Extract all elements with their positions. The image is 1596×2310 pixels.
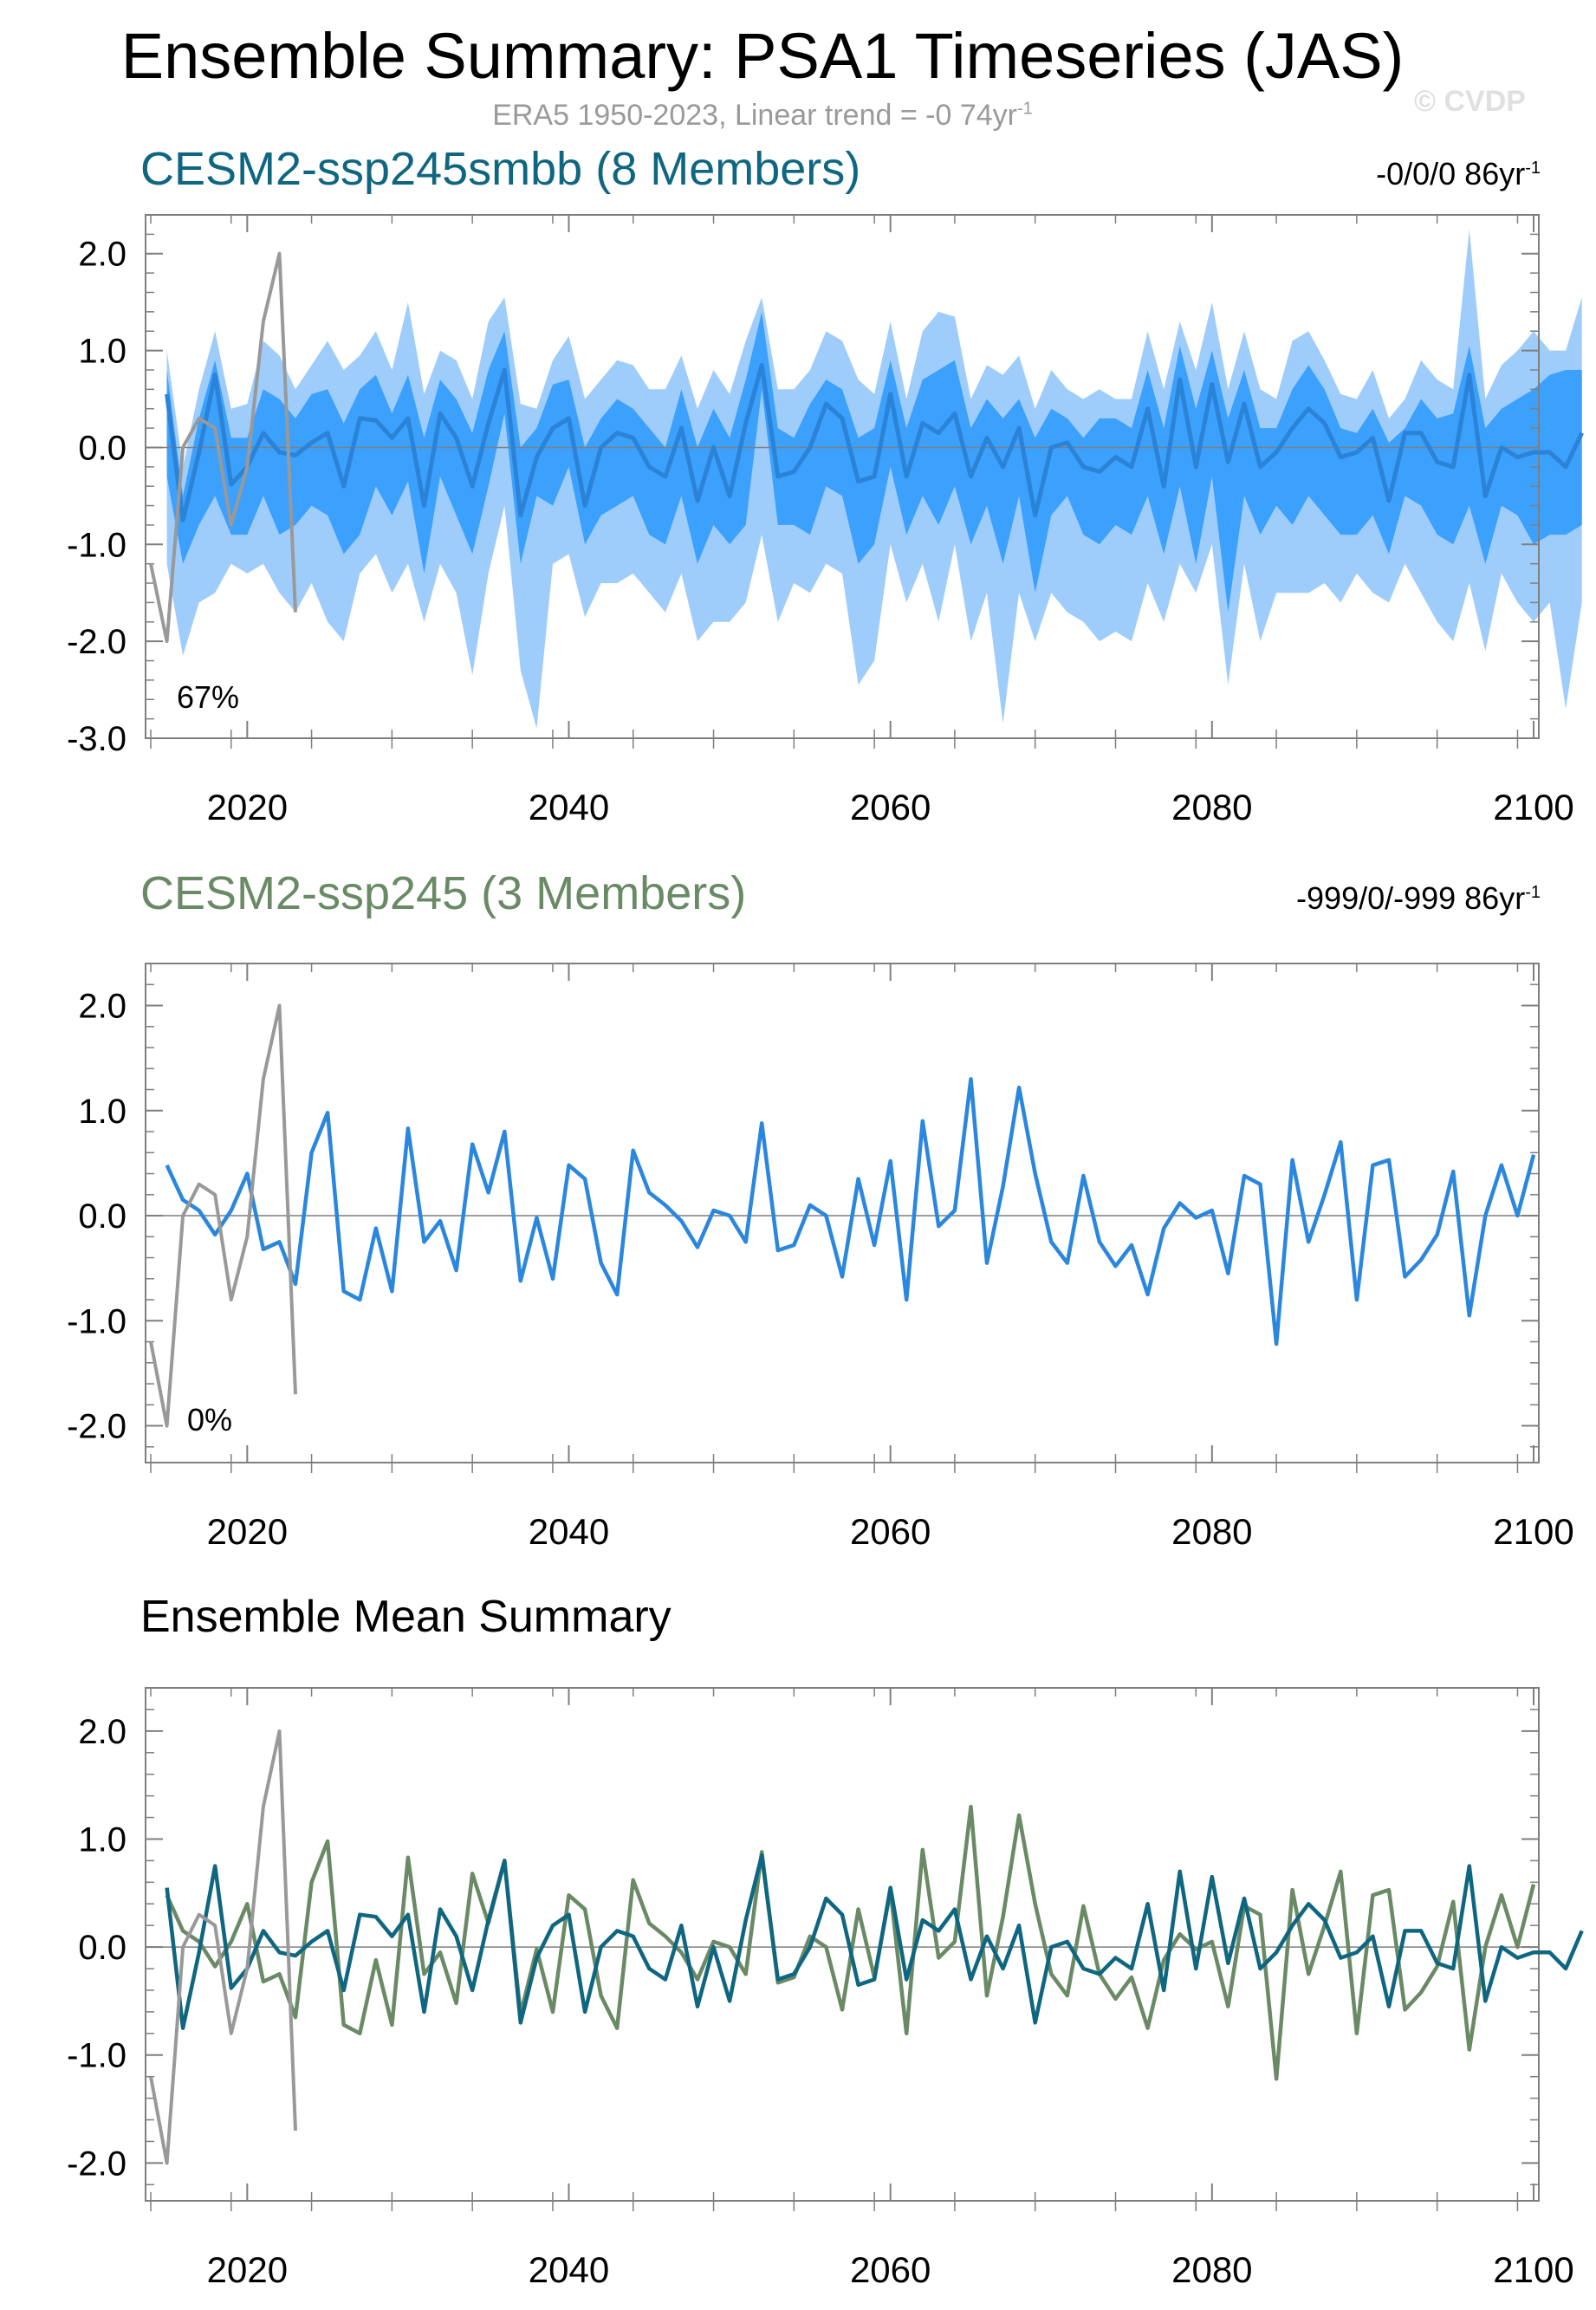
xtick-label: 2060 xyxy=(850,787,931,827)
xtick-label: 2060 xyxy=(850,2249,931,2290)
xtick-label: 2080 xyxy=(1171,2249,1252,2290)
line-observed xyxy=(149,1729,297,2165)
xtick-label: 2080 xyxy=(1171,1511,1252,1552)
panel-2-trend: -999/0/-999 86yr-1 xyxy=(1296,880,1541,917)
band-interquartile xyxy=(166,311,1582,613)
panel-3-title: Ensemble Mean Summary xyxy=(140,1592,671,1642)
ytick-label: 1.0 xyxy=(78,333,127,371)
cvdp-watermark: © CVDP xyxy=(1414,85,1526,118)
panel-2-title: CESM2-ssp245 (3 Members) xyxy=(140,867,747,919)
xtick-label: 2040 xyxy=(529,787,609,827)
panel-2-trend-text: -999/0/-999 86yr xyxy=(1296,880,1526,916)
panel-2-trend-sup: -1 xyxy=(1525,883,1541,902)
ytick-label: 1.0 xyxy=(78,1093,127,1131)
line-ensemble-mean xyxy=(165,362,1584,522)
panel-3-chart: 2.0 1.0 0.0 -1.0 -2.0 2020 2040 2060 2080 2100 xyxy=(67,1687,1584,2290)
plot-frame xyxy=(145,963,1540,1463)
panel-1-trend-text: -0/0/0 86yr xyxy=(1376,156,1526,191)
panel-1-trend: -0/0/0 86yr-1 xyxy=(1376,156,1541,192)
ytick-label: -1.0 xyxy=(67,1302,127,1340)
ytick-label: -2.0 xyxy=(67,1408,127,1446)
panel-1-percent: 67% xyxy=(177,679,240,715)
figure-title: Ensemble Summary: PSA1 Timeseries (JAS) xyxy=(120,20,1405,92)
ytick-label: 0.0 xyxy=(78,1929,127,1967)
xtick-label: 2040 xyxy=(529,2249,609,2290)
xtick-label: 2020 xyxy=(207,1511,288,1552)
line-smbb-mean xyxy=(165,1853,1584,2030)
subtitle-sup: -1 xyxy=(1016,99,1033,119)
xtick-label: 2100 xyxy=(1493,2249,1573,2290)
xtick-label: 2060 xyxy=(850,1511,931,1552)
subtitle-text: ERA5 1950-2023, Linear trend = -0 74yr xyxy=(492,99,1017,132)
ytick-label: -1.0 xyxy=(67,2037,127,2075)
xtick-label: 2020 xyxy=(207,2249,288,2290)
line-observed xyxy=(149,251,297,644)
line-ssp245-mean xyxy=(165,1804,1536,2081)
ytick-label: -2.0 xyxy=(67,2145,127,2183)
xtick-label: 2020 xyxy=(207,787,288,827)
panel-1-chart: 2.0 1.0 0.0 -1.0 -2.0 -3.0 2020 2040 2060 2080 210… xyxy=(67,214,1584,827)
figure-subtitle: ERA5 1950-2023, Linear trend = -0 74yr-1 xyxy=(0,99,1525,133)
xtick-label: 2100 xyxy=(1493,787,1573,827)
ytick-label: 2.0 xyxy=(78,988,127,1026)
ytick-label: 2.0 xyxy=(78,1713,127,1751)
ytick-label: -1.0 xyxy=(67,526,127,564)
panel-1-title: CESM2-ssp245smbb (8 Members) xyxy=(140,143,861,195)
ytick-label: 0.0 xyxy=(78,1197,127,1236)
plot-frame xyxy=(145,214,1540,739)
line-ensemble-member xyxy=(165,1077,1536,1346)
ytick-label: 1.0 xyxy=(78,1820,127,1859)
xtick-label: 2040 xyxy=(529,1511,609,1552)
xtick-label: 2080 xyxy=(1171,787,1252,827)
ytick-label: -2.0 xyxy=(67,623,127,661)
ytick-label: 2.0 xyxy=(78,236,127,274)
ytick-label: 0.0 xyxy=(78,429,127,467)
xtick-label: 2100 xyxy=(1493,1511,1573,1552)
line-observed xyxy=(149,1003,297,1428)
panel-2-chart: 2.0 1.0 0.0 -1.0 -2.0 2020 2040 2060 2080 2100 xyxy=(67,963,1574,1552)
ytick-label: -3.0 xyxy=(67,720,127,758)
panel-2-percent: 0% xyxy=(187,1402,233,1437)
plot-frame xyxy=(145,1687,1540,2202)
panel-1-trend-sup: -1 xyxy=(1525,159,1541,178)
